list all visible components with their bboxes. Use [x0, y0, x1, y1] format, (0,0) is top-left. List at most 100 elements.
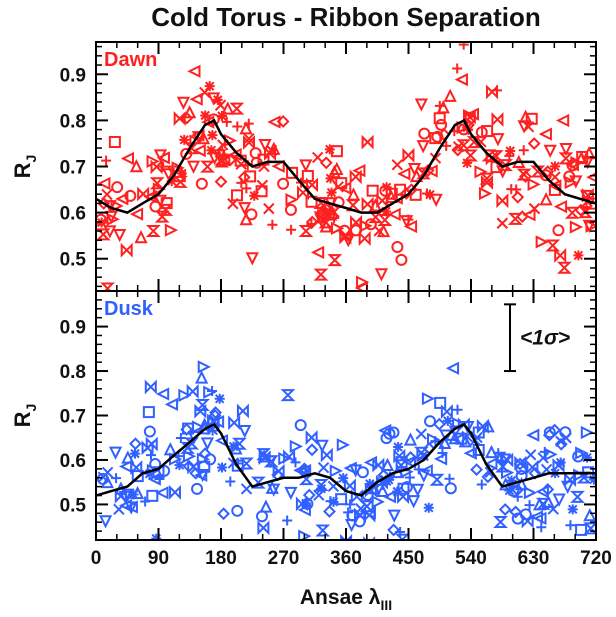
- data-point: [570, 155, 584, 170]
- data-point: [300, 498, 311, 509]
- data-point: [387, 426, 400, 439]
- data-point: [158, 203, 174, 216]
- data-point: [479, 172, 495, 185]
- data-point: [424, 164, 438, 178]
- data-point: [282, 515, 293, 526]
- data-point: [397, 167, 411, 181]
- y-axis-label: RJ: [10, 155, 39, 179]
- data-point: [113, 228, 127, 243]
- data-point: [285, 193, 299, 207]
- data-point: [320, 447, 333, 463]
- data-point: [361, 196, 374, 212]
- data-point: [462, 157, 473, 168]
- data-point: [316, 483, 327, 494]
- x-tick-label: 360: [330, 548, 362, 569]
- data-point: [484, 444, 499, 459]
- data-point: [402, 455, 417, 469]
- data-point: [305, 430, 318, 445]
- y-tick-label: 0.9: [60, 65, 86, 86]
- data-point: [363, 455, 378, 470]
- data-point: [375, 483, 390, 497]
- chart-title: Cold Torus - Ribbon Separation: [151, 2, 541, 32]
- data-point: [245, 252, 259, 266]
- data-point: [325, 496, 336, 507]
- data-point: [327, 254, 343, 267]
- data-point: [182, 449, 197, 463]
- data-point: [519, 508, 532, 521]
- data-point: [330, 221, 345, 235]
- data-point: [299, 159, 313, 173]
- data-point: [572, 450, 585, 463]
- data-point: [493, 516, 508, 529]
- data-point: [239, 121, 253, 135]
- data-point: [559, 143, 573, 157]
- data-point: [381, 206, 392, 217]
- data-point: [513, 457, 527, 471]
- data-point: [397, 489, 410, 505]
- data-point: [536, 522, 547, 533]
- data-point: [182, 105, 197, 119]
- data-point: [101, 466, 114, 479]
- data-point: [421, 391, 436, 406]
- data-point: [445, 361, 460, 375]
- data-point: [267, 141, 281, 155]
- data-point: [496, 193, 509, 209]
- data-point: [543, 426, 556, 439]
- data-point: [317, 461, 330, 474]
- data-point: [255, 185, 268, 198]
- data-point: [440, 404, 453, 420]
- data-point: [336, 438, 351, 452]
- data-point: [289, 439, 304, 454]
- data-point: [511, 190, 525, 204]
- x-tick-label: 270: [268, 548, 300, 569]
- data-point: [378, 423, 392, 438]
- data-point: [314, 213, 328, 227]
- data-point: [172, 175, 188, 188]
- data-point: [434, 396, 447, 409]
- data-point: [570, 490, 585, 503]
- data-point: [454, 72, 468, 87]
- data-point: [575, 523, 588, 536]
- data-point: [302, 488, 316, 502]
- data-point: [149, 177, 165, 190]
- mean-curve-line: [96, 422, 596, 497]
- data-point: [544, 447, 558, 462]
- data-point: [241, 183, 252, 194]
- data-point: [359, 500, 375, 513]
- data-point: [214, 155, 230, 168]
- data-point: [332, 196, 345, 209]
- data-point: [346, 187, 361, 201]
- data-point: [414, 98, 428, 112]
- data-point: [403, 432, 418, 446]
- data-point: [129, 207, 144, 221]
- data-point: [145, 450, 156, 461]
- data-point: [407, 162, 422, 177]
- data-point: [507, 484, 520, 497]
- data-point: [463, 149, 478, 162]
- data-point: [527, 177, 541, 192]
- data-point: [191, 128, 205, 142]
- data-point: [137, 186, 150, 202]
- data-point: [231, 504, 244, 517]
- data-point: [265, 480, 279, 494]
- data-point: [563, 170, 576, 183]
- data-point: [187, 64, 201, 78]
- x-tick-label: 0: [91, 548, 102, 569]
- data-point: [115, 192, 129, 206]
- data-point: [518, 145, 529, 156]
- data-point: [108, 446, 123, 460]
- data-point: [409, 168, 424, 183]
- data-point: [444, 473, 455, 484]
- data-point: [362, 506, 376, 520]
- data-point: [569, 220, 584, 234]
- data-point: [484, 457, 498, 471]
- data-point: [511, 483, 524, 497]
- data-point: [145, 225, 161, 238]
- data-point: [326, 187, 337, 198]
- y-axis-label-subscript: J: [23, 155, 39, 163]
- data-point: [313, 268, 329, 281]
- data-point: [134, 230, 148, 244]
- data-point: [338, 224, 351, 237]
- data-point: [111, 473, 122, 484]
- data-point: [441, 140, 452, 151]
